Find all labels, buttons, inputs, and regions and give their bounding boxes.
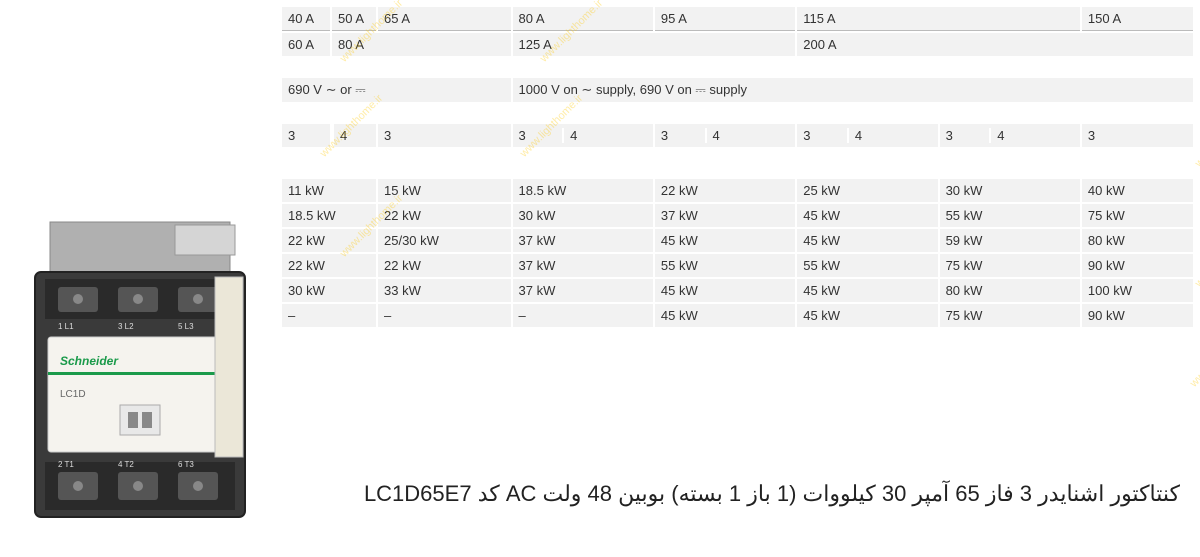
cell: 11 kW: [282, 179, 376, 202]
cell: 37 kW: [513, 254, 653, 277]
cell: 22 kW: [655, 179, 795, 202]
cell: 200 A: [797, 33, 1193, 56]
svg-text:Schneider: Schneider: [60, 354, 119, 368]
cell: 75 kW: [940, 254, 1080, 277]
svg-text:4 T2: 4 T2: [118, 460, 134, 469]
cell: 125 A: [513, 33, 796, 56]
cell: 22 kW: [378, 254, 511, 277]
cell: 37 kW: [655, 204, 795, 227]
cell: 45 kW: [797, 279, 937, 302]
cell: 75 kW: [940, 304, 1080, 327]
cell: 95 A: [655, 7, 795, 31]
kw-row-2: 22 kW 25/30 kW 37 kW 45 kW 45 kW 59 kW 8…: [282, 229, 1193, 252]
cell: 80 A: [332, 33, 511, 56]
svg-text:LC1D: LC1D: [60, 389, 86, 400]
svg-text:5 L3: 5 L3: [178, 322, 194, 331]
cell: 22 kW: [282, 229, 376, 252]
cell: 40 A: [282, 7, 330, 31]
cell: 80 A: [513, 7, 653, 31]
kw-row-0: 11 kW 15 kW 18.5 kW 22 kW 25 kW 30 kW 40…: [282, 179, 1193, 202]
cell: 45 kW: [797, 204, 937, 227]
svg-text:2 T1: 2 T1: [58, 460, 74, 469]
cell: 37 kW: [513, 229, 653, 252]
cell: 55 kW: [940, 204, 1080, 227]
poles-row: 3 4 3 3 4 3 4 3 4 3 4 3: [282, 124, 1193, 147]
cell: 55 kW: [655, 254, 795, 277]
cell: 45 kW: [797, 304, 937, 327]
cell: 25/30 kW: [378, 229, 511, 252]
cell: 90 kW: [1082, 304, 1193, 327]
cell: 60 A: [282, 33, 330, 56]
kw-row-4: 30 kW 33 kW 37 kW 45 kW 45 kW 80 kW 100 …: [282, 279, 1193, 302]
cell: 115 A: [797, 7, 1080, 31]
cell: 45 kW: [797, 229, 937, 252]
cell: 4: [332, 124, 376, 147]
voltage-row: 690 V ∼ or ⎓ 1000 V on ∼ supply, 690 V o…: [282, 78, 1193, 102]
cell: 3 4: [513, 124, 653, 147]
cell: 22 kW: [282, 254, 376, 277]
cell: 59 kW: [940, 229, 1080, 252]
cell: 30 kW: [513, 204, 653, 227]
spec-table: 40 A 50 A 65 A 80 A 95 A 115 A 150 A 60 …: [280, 5, 1195, 329]
cell: 690 V ∼ or ⎓: [282, 78, 511, 102]
cell: 15 kW: [378, 179, 511, 202]
cell: 80 kW: [1082, 229, 1193, 252]
cell: –: [378, 304, 511, 327]
kw-row-1: 18.5 kW 22 kW 30 kW 37 kW 45 kW 55 kW 75…: [282, 204, 1193, 227]
cell: –: [513, 304, 653, 327]
cell: 100 kW: [1082, 279, 1193, 302]
cell: 1000 V on ∼ supply, 690 V on ⎓ supply: [513, 78, 1193, 102]
cell: 33 kW: [378, 279, 511, 302]
cell: 3 4: [940, 124, 1080, 147]
cell: 90 kW: [1082, 254, 1193, 277]
amp-row-2: 60 A 80 A 125 A 200 A: [282, 33, 1193, 56]
cell: 30 kW: [940, 179, 1080, 202]
svg-text:1 L1: 1 L1: [58, 322, 74, 331]
cell: 55 kW: [797, 254, 937, 277]
cell: 3: [378, 124, 511, 147]
cell: 37 kW: [513, 279, 653, 302]
cell: 75 kW: [1082, 204, 1193, 227]
cell: 25 kW: [797, 179, 937, 202]
cell: 22 kW: [378, 204, 511, 227]
cell: 45 kW: [655, 279, 795, 302]
cell: –: [282, 304, 376, 327]
kw-row-3: 22 kW 22 kW 37 kW 55 kW 55 kW 75 kW 90 k…: [282, 254, 1193, 277]
cell: 45 kW: [655, 304, 795, 327]
product-caption: کنتاکتور اشنایدر 3 فاز 65 آمپر 30 کیلووا…: [280, 481, 1180, 507]
cell: 18.5 kW: [513, 179, 653, 202]
cell: 150 A: [1082, 7, 1193, 31]
svg-text:6 T3: 6 T3: [178, 460, 194, 469]
amp-row-1: 40 A 50 A 65 A 80 A 95 A 115 A 150 A: [282, 7, 1193, 31]
cell: 3 4: [655, 124, 795, 147]
svg-text:3 L2: 3 L2: [118, 322, 134, 331]
cell: 50 A: [332, 7, 376, 31]
cell: 3: [282, 124, 330, 147]
product-image-column: 1 L1 3 L2 5 L3 Schneider LC1D: [0, 0, 280, 557]
cell: 65 A: [378, 7, 511, 31]
cell: 3 4: [797, 124, 937, 147]
cell: 45 kW: [655, 229, 795, 252]
contactor-illustration: 1 L1 3 L2 5 L3 Schneider LC1D: [20, 217, 260, 527]
cell: 30 kW: [282, 279, 376, 302]
cell: 18.5 kW: [282, 204, 376, 227]
kw-row-5: – – – 45 kW 45 kW 75 kW 90 kW: [282, 304, 1193, 327]
cell: 3: [1082, 124, 1193, 147]
cell: 40 kW: [1082, 179, 1193, 202]
cell: 80 kW: [940, 279, 1080, 302]
spec-table-column: 40 A 50 A 65 A 80 A 95 A 115 A 150 A 60 …: [280, 0, 1200, 557]
